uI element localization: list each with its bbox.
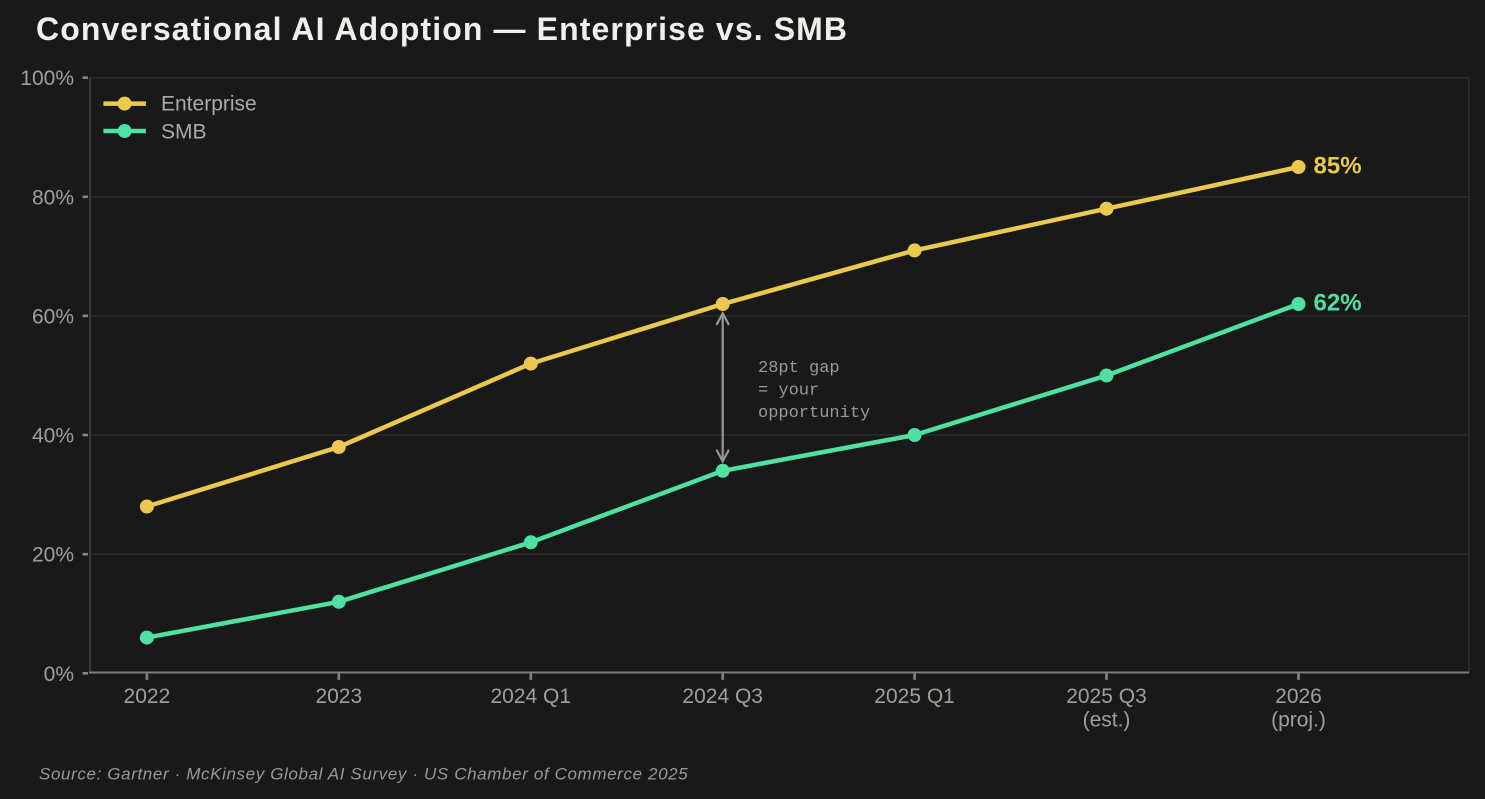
svg-text:40%: 40%: [32, 425, 74, 448]
svg-text:2023: 2023: [315, 685, 362, 708]
svg-text:= your: = your: [758, 382, 819, 401]
svg-text:28pt gap: 28pt gap: [758, 359, 840, 378]
svg-text:2024 Q1: 2024 Q1: [491, 685, 572, 708]
svg-text:0%: 0%: [44, 663, 74, 686]
svg-text:(proj.): (proj.): [1271, 709, 1326, 732]
svg-text:2025 Q1: 2025 Q1: [874, 685, 955, 708]
svg-text:100%: 100%: [20, 67, 74, 90]
svg-text:Enterprise: Enterprise: [161, 93, 257, 116]
svg-text:Conversational AI Adoption — E: Conversational AI Adoption — Enterprise …: [36, 11, 848, 47]
svg-text:2025 Q3: 2025 Q3: [1066, 685, 1147, 708]
svg-text:62%: 62%: [1314, 290, 1362, 317]
svg-text:20%: 20%: [32, 544, 74, 567]
svg-text:60%: 60%: [32, 305, 74, 328]
svg-text:Source: Gartner · McKinsey Glo: Source: Gartner · McKinsey Global AI Sur…: [39, 765, 688, 784]
svg-text:2024 Q3: 2024 Q3: [682, 685, 763, 708]
svg-text:SMB: SMB: [161, 121, 207, 144]
svg-text:85%: 85%: [1314, 153, 1362, 180]
svg-text:(est.): (est.): [1083, 709, 1131, 732]
svg-text:2022: 2022: [124, 685, 171, 708]
svg-text:80%: 80%: [32, 186, 74, 209]
svg-text:2026: 2026: [1275, 685, 1322, 708]
svg-text:opportunity: opportunity: [758, 404, 870, 423]
